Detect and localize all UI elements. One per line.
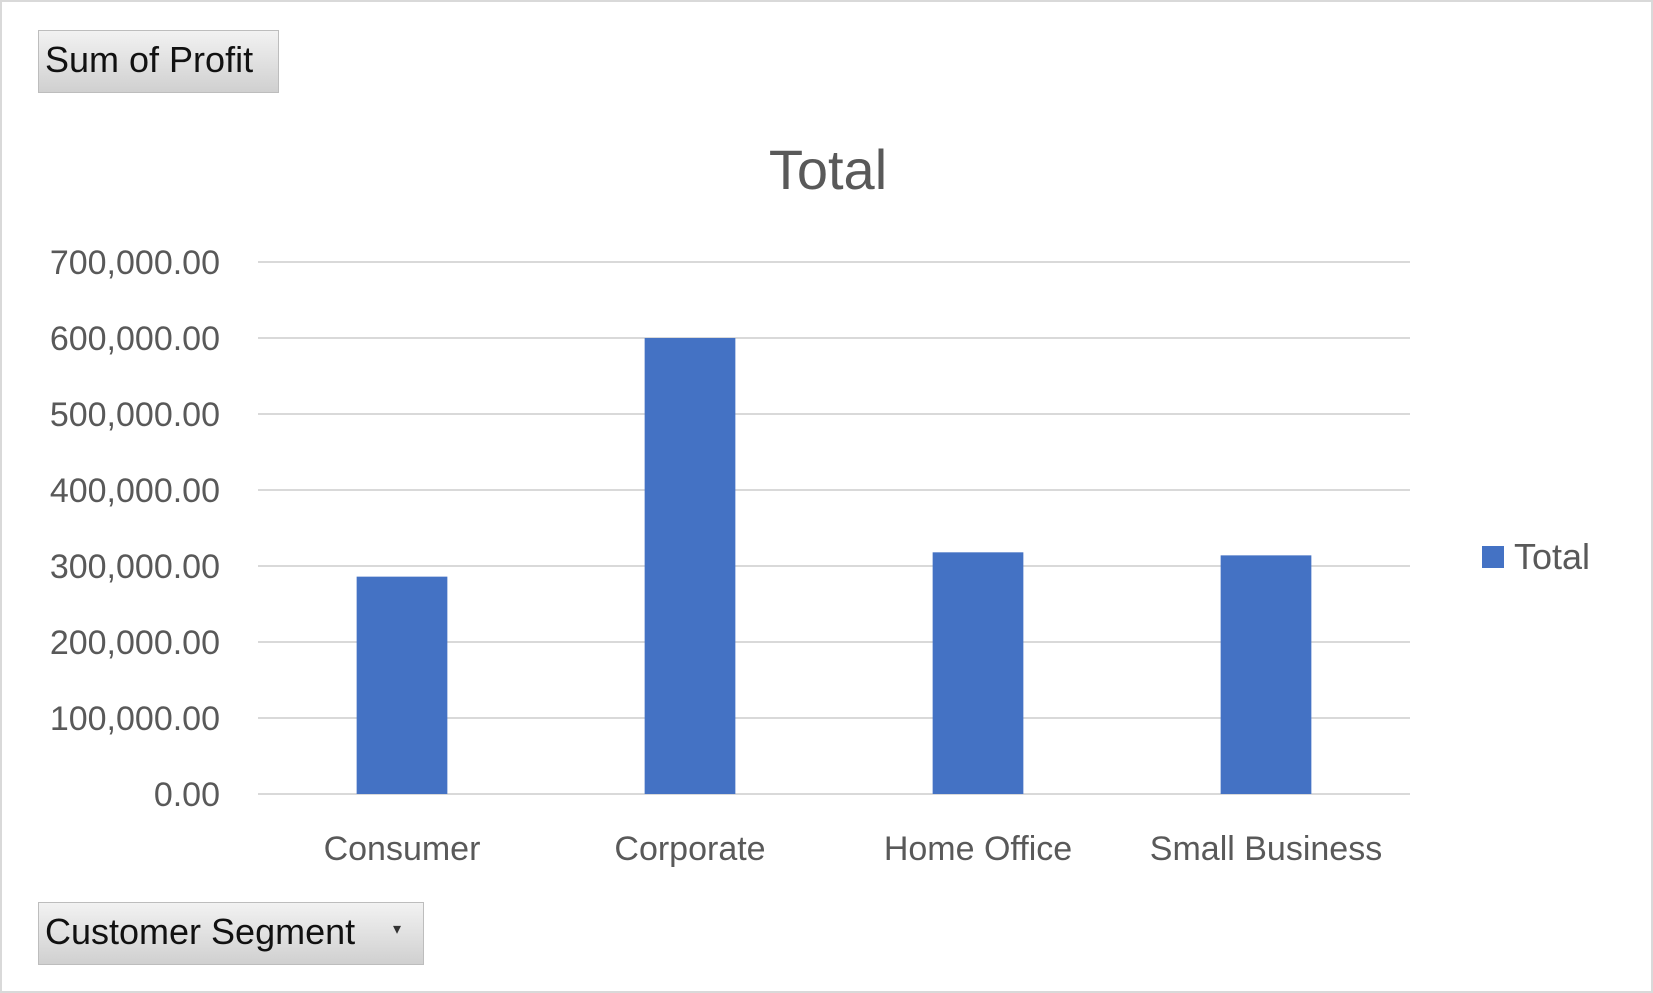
legend-swatch	[1482, 546, 1504, 568]
y-tick-label: 200,000.00	[50, 624, 220, 662]
bar-home-office[interactable]	[932, 552, 1024, 794]
bar-consumer[interactable]	[356, 576, 448, 794]
y-tick-label: 500,000.00	[50, 396, 220, 434]
value-field-label: Sum of Profit	[45, 39, 254, 80]
y-tick-label: 700,000.00	[50, 244, 220, 282]
y-tick-label: 600,000.00	[50, 320, 220, 358]
bar-corporate[interactable]	[644, 338, 736, 794]
chart-title: Total	[769, 138, 887, 201]
x-tick-label: Small Business	[1150, 830, 1382, 868]
bars	[356, 338, 1312, 794]
y-axis: 0.00 100,000.00 200,000.00 300,000.00 400,00…	[50, 244, 220, 814]
chevron-down-icon[interactable]: ▾	[392, 921, 401, 938]
x-tick-label: Consumer	[324, 830, 481, 868]
sum-of-profit-field-button[interactable]: Sum of Profit	[38, 30, 279, 93]
gridlines	[258, 261, 1410, 795]
x-axis: Consumer Corporate Home Office Small Busine…	[324, 830, 1383, 868]
y-tick-label: 100,000.00	[50, 700, 220, 738]
y-tick-label: 300,000.00	[50, 548, 220, 586]
x-tick-label: Corporate	[614, 830, 765, 868]
y-tick-label: 0.00	[154, 776, 220, 814]
x-tick-label: Home Office	[884, 830, 1072, 868]
axis-field-label: Customer Segment	[45, 911, 356, 952]
bar-small-business[interactable]	[1220, 555, 1312, 794]
legend-label: Total	[1514, 536, 1590, 577]
customer-segment-field-button[interactable]: Customer Segment ▾	[38, 902, 424, 965]
y-tick-label: 400,000.00	[50, 472, 220, 510]
legend: Total	[1482, 536, 1590, 577]
